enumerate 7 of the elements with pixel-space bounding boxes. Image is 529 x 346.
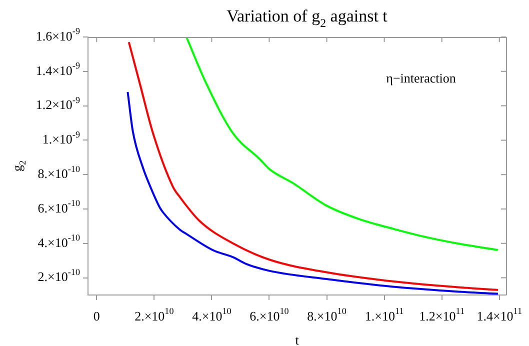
x-axis-title: t — [295, 332, 300, 346]
line-series — [126, 91, 499, 295]
line-series — [185, 37, 499, 251]
y-axis-title: g2 — [9, 160, 28, 172]
line-series — [128, 41, 499, 292]
annotation: η−interaction — [386, 70, 456, 86]
x-tick-label: 0 — [93, 308, 100, 324]
